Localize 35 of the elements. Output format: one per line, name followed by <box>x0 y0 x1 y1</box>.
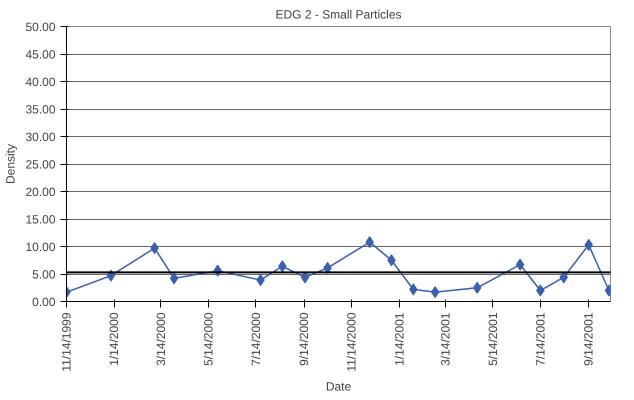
point <box>516 258 524 271</box>
y-tick-label: 50.00 <box>25 20 56 34</box>
x-tick-label: 7/14/2000 <box>248 312 263 366</box>
x-tick-label: 11/14/2000 <box>344 312 359 372</box>
point <box>536 284 545 296</box>
x-tick-label: 5/14/2000 <box>201 312 216 366</box>
x-tick-label: 11/14/1999 <box>60 312 74 372</box>
point <box>150 242 159 254</box>
point <box>170 272 178 284</box>
point <box>387 254 396 266</box>
x-tick-label: 9/14/2001 <box>582 312 596 366</box>
y-tick-label: 35.00 <box>25 102 56 116</box>
x-tick-label: 9/14/2000 <box>297 312 312 366</box>
y-tick-label: 5.00 <box>32 268 56 282</box>
point <box>323 262 332 274</box>
y-tick-label: 45.00 <box>25 48 56 62</box>
point <box>256 274 265 286</box>
x-axis-title: Date <box>326 380 352 394</box>
y-tick-label: 25.00 <box>25 158 56 172</box>
y-tick-label: 10.00 <box>25 240 56 254</box>
x-tick-label: 1/14/2000 <box>107 312 122 366</box>
y-tick-label: 0.00 <box>32 295 56 309</box>
x-tick-label: 5/14/2001 <box>486 312 500 366</box>
point <box>430 286 440 298</box>
y-tick-label: 40.00 <box>25 75 56 89</box>
x-tick-label: 7/14/2001 <box>533 312 548 366</box>
x-tick-label: 3/14/2000 <box>154 312 168 366</box>
y-tick-label: 20.00 <box>25 185 56 199</box>
y-tick-label: 30.00 <box>25 130 56 144</box>
chart-title: EDG 2 - Small Particles <box>275 8 402 22</box>
y-axis-title: Density <box>3 144 18 184</box>
x-tick-label: 1/14/2001 <box>392 312 406 366</box>
y-tick-label: 15.00 <box>25 212 56 226</box>
point <box>278 260 287 272</box>
x-tick-label: 3/14/2001 <box>438 312 452 366</box>
